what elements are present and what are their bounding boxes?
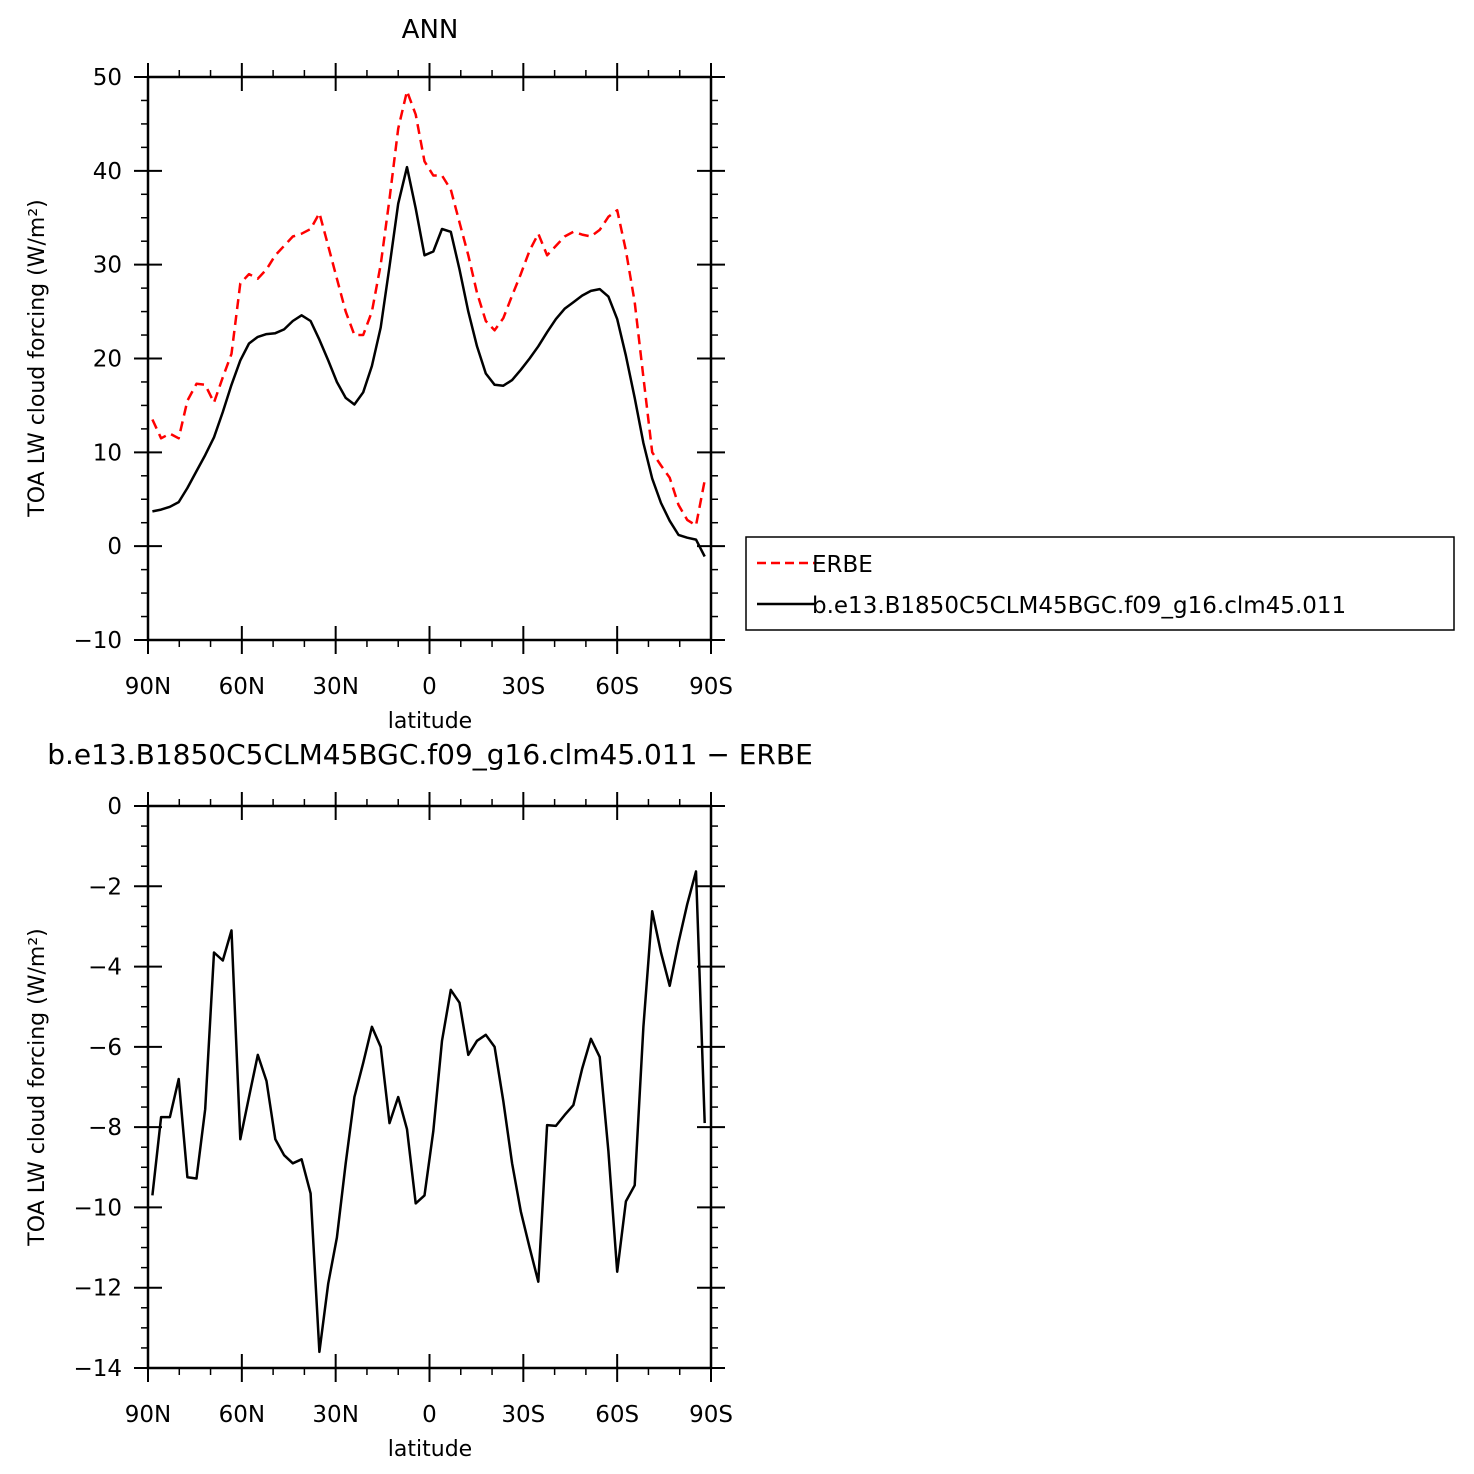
series-line-0 bbox=[151, 89, 706, 527]
bottom-plot-frame bbox=[146, 804, 713, 1370]
bottom-panel: b.e13.B1850C5CLM45BGC.f09_g16.clm45.011 … bbox=[25, 738, 813, 1462]
x-tick-label: 30S bbox=[501, 1402, 545, 1428]
top-panel: ANN −10 0 10 20 30 40 50 90N 60N 30N 0 30S 60S 90S l… bbox=[25, 15, 1455, 734]
y-tick-label: −10 bbox=[73, 1195, 122, 1221]
top-x-axis-label: latitude bbox=[388, 709, 472, 734]
legend: ERBE b.e13.B1850C5CLM45BGC.f09_g16.clm45… bbox=[745, 536, 1455, 631]
y-tick-label: −6 bbox=[88, 1035, 122, 1061]
x-tick-label: 60N bbox=[219, 674, 265, 700]
bottom-title: b.e13.B1850C5CLM45BGC.f09_g16.clm45.011 … bbox=[47, 738, 813, 771]
x-tick-label: 90S bbox=[689, 674, 733, 700]
y-tick-label: −2 bbox=[88, 874, 122, 900]
legend-label-model: b.e13.B1850C5CLM45BGC.f09_g16.clm45.011 bbox=[812, 593, 1346, 619]
x-tick-label: 60N bbox=[219, 1402, 265, 1428]
y-tick-label: 0 bbox=[107, 794, 122, 820]
y-tick-label: 10 bbox=[93, 440, 122, 466]
top-y-axis-label: TOA LW cloud forcing (W/m²) bbox=[25, 199, 50, 517]
x-tick-label: 90N bbox=[125, 1402, 171, 1428]
x-tick-label: 0 bbox=[422, 1402, 437, 1428]
x-tick-label: 0 bbox=[422, 674, 437, 700]
x-tick-label: 30N bbox=[312, 1402, 358, 1428]
x-tick-label: 60S bbox=[595, 674, 639, 700]
x-tick-label: 90N bbox=[125, 674, 171, 700]
x-tick-label: 90S bbox=[689, 1402, 733, 1428]
y-tick-label: 50 bbox=[93, 65, 122, 91]
y-tick-label: 30 bbox=[93, 253, 122, 279]
y-tick-label: −8 bbox=[88, 1115, 122, 1141]
top-x-ticks: 90N 60N 30N 0 30S 60S 90S bbox=[125, 63, 733, 700]
x-tick-label: 60S bbox=[595, 1402, 639, 1428]
y-tick-label: −14 bbox=[73, 1356, 122, 1382]
bottom-x-axis-label: latitude bbox=[388, 1437, 472, 1462]
bottom-y-ticks: −14 −12 −10 −8 −6 −4 −2 0 bbox=[73, 794, 725, 1382]
top-plot-frame bbox=[146, 75, 713, 642]
bottom-y-axis-label: TOA LW cloud forcing (W/m²) bbox=[25, 928, 50, 1246]
legend-label-erbe: ERBE bbox=[812, 552, 873, 578]
top-y-ticks: −10 0 10 20 30 40 50 bbox=[73, 65, 725, 654]
x-tick-label: 30S bbox=[501, 674, 545, 700]
y-tick-label: −4 bbox=[88, 955, 122, 981]
y-tick-label: −12 bbox=[73, 1276, 122, 1302]
top-series-group bbox=[151, 89, 706, 558]
bottom-series-group bbox=[151, 870, 706, 1354]
y-tick-label: 0 bbox=[107, 534, 122, 560]
top-title: ANN bbox=[402, 15, 459, 45]
x-tick-label: 30N bbox=[312, 674, 358, 700]
series-line-1 bbox=[152, 165, 706, 558]
y-tick-label: 20 bbox=[93, 347, 122, 373]
y-tick-label: 40 bbox=[93, 159, 122, 185]
series-line-0 bbox=[151, 870, 706, 1354]
bottom-x-ticks: 90N 60N 30N 0 30S 60S 90S bbox=[125, 792, 733, 1428]
y-tick-label: −10 bbox=[73, 628, 122, 654]
legend-box bbox=[745, 536, 1455, 631]
